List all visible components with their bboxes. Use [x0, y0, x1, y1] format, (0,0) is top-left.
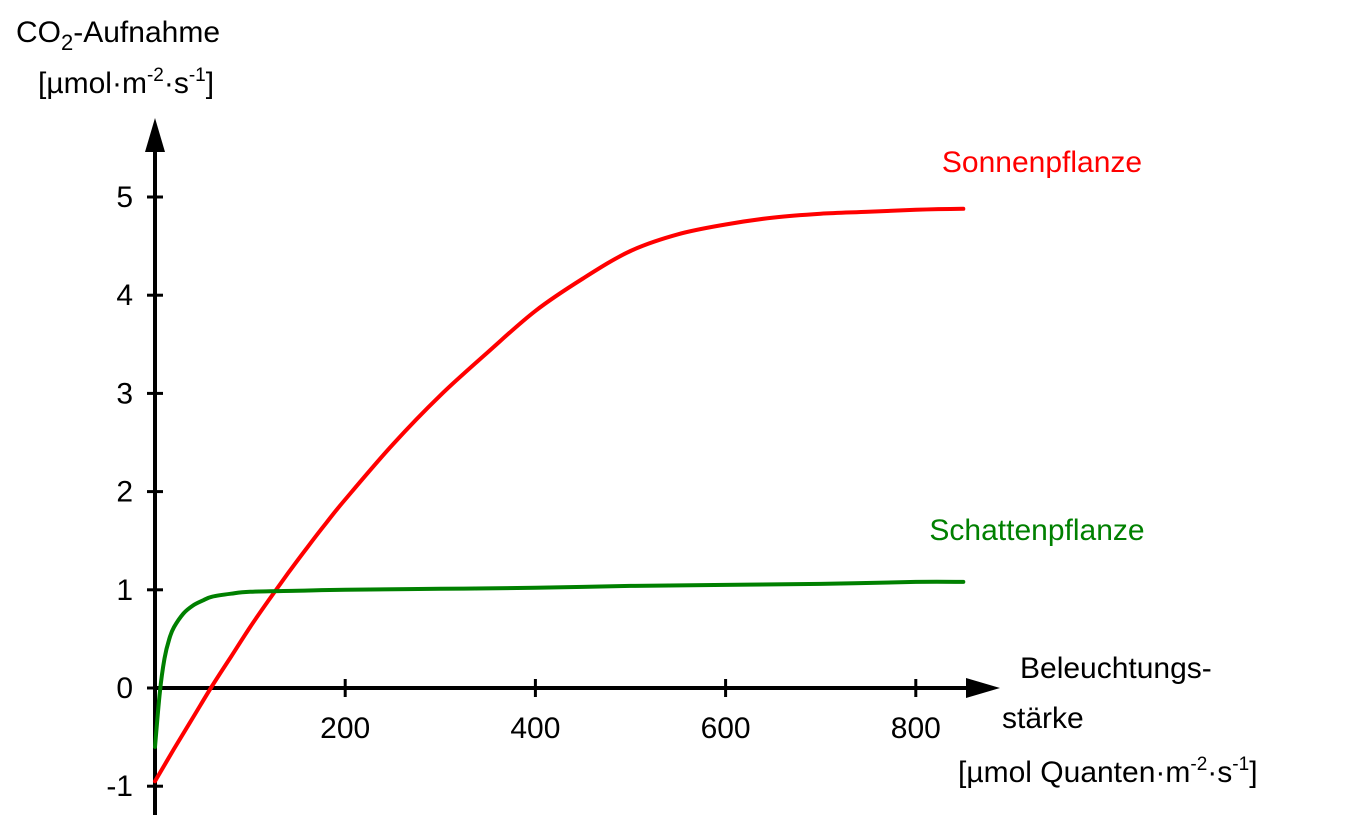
x-axis-title-line3: [µmol Quanten·m-2·s-1]	[958, 754, 1258, 789]
x-tick-label: 800	[891, 712, 941, 745]
series-layer: Sonnenpflanze Schattenpflanze	[153, 146, 1145, 784]
y-tick-label: 3	[116, 377, 133, 410]
x-tick-label: 200	[320, 712, 370, 745]
x-tick-label: 600	[701, 712, 751, 745]
x-axis-title-line1: Beleuchtungs-	[1020, 652, 1212, 685]
y-axis-title-line2: [µmol·m-2·s-1]	[38, 65, 214, 100]
y-axis-arrowhead	[145, 118, 165, 152]
series-label-sonnenpflanze: Sonnenpflanze	[942, 146, 1142, 179]
x-tick-label: 400	[510, 712, 560, 745]
y-tick-label: 5	[116, 181, 133, 214]
series-label-schattenpflanze: Schattenpflanze	[929, 514, 1144, 547]
y-tick-label: 2	[116, 476, 133, 509]
y-tick-label: -1	[106, 770, 133, 803]
x-axis-title-line2: stärke	[1002, 702, 1084, 735]
y-axis-title-line1: CO2-Aufnahme	[16, 16, 220, 55]
x-axis-arrowhead	[966, 678, 1000, 698]
y-tick-label: 0	[116, 672, 133, 705]
series-line-sonnenpflanze	[153, 206, 966, 784]
series-line-schattenpflanze	[153, 579, 966, 749]
y-tick-label: 4	[116, 279, 133, 312]
axes-layer: -1 0 1 2 3 4 5 200 400 600 800	[106, 118, 1000, 815]
y-tick-label: 1	[116, 574, 133, 607]
